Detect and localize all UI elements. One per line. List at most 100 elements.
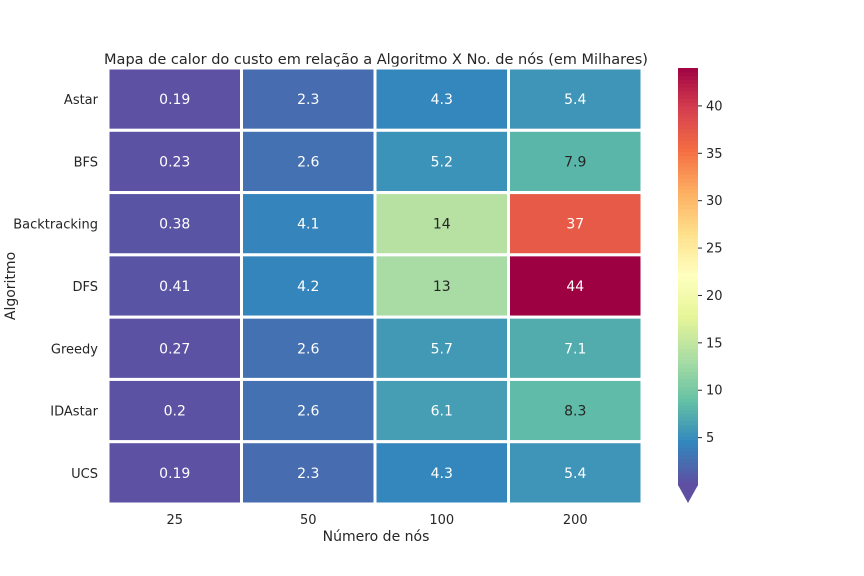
heatmap-cell xyxy=(507,315,644,381)
colorbar-segment xyxy=(678,299,698,304)
colorbar-segment xyxy=(678,189,698,194)
cell-value-label: 0.38 xyxy=(159,217,190,233)
colorbar-segment xyxy=(678,394,698,399)
heatmap-cell xyxy=(240,191,377,257)
x-tick-label: 200 xyxy=(563,513,588,528)
colorbar-segment xyxy=(678,204,698,209)
colorbar-extend-arrow xyxy=(678,485,698,503)
colorbar-segment xyxy=(678,356,698,361)
colorbar-segment xyxy=(678,238,698,243)
colorbar-segment xyxy=(678,466,698,471)
colorbar-segment xyxy=(678,344,698,350)
colorbar-segment xyxy=(678,147,698,152)
colorbar-segment xyxy=(678,303,698,308)
colorbar-segment xyxy=(678,75,698,80)
colorbar-segment xyxy=(678,318,698,323)
colorbar-segment xyxy=(678,439,698,444)
heatmap-cell xyxy=(106,315,243,381)
cell-value-label: 7.1 xyxy=(564,341,586,357)
colorbar: 5 10 15 20 25 30 35 40 xyxy=(678,68,723,503)
cell-value-label: 6.1 xyxy=(431,404,453,420)
heatmap-cell xyxy=(507,66,644,132)
colorbar-segment xyxy=(678,113,698,118)
colorbar-segment xyxy=(678,348,698,353)
cell-value-label: 5.7 xyxy=(431,341,453,357)
heatmap-cells: 0.19 2.3 4.3 5.4 0.23 2.6 5.2 7.9 0.38 4.1 14 37 0.4… xyxy=(106,66,644,506)
colorbar-segment xyxy=(678,174,698,179)
colorbar-segment xyxy=(678,462,698,467)
colorbar-segment xyxy=(678,310,698,316)
colorbar-segment xyxy=(678,367,698,372)
colorbar-segment xyxy=(678,390,698,395)
colorbar-segment xyxy=(678,193,698,198)
x-tick-label: 50 xyxy=(300,513,317,528)
heatmap-cell xyxy=(106,66,243,132)
colorbar-segment xyxy=(678,98,698,103)
colorbar-segment xyxy=(678,155,698,160)
colorbar-segment xyxy=(678,268,698,274)
cell-value-label: 2.3 xyxy=(297,92,319,108)
colorbar-segment xyxy=(678,143,698,149)
colorbar-segment xyxy=(678,443,698,448)
colorbar-segment xyxy=(678,321,698,327)
colorbar-segment xyxy=(678,208,698,213)
cell-value-label: 44 xyxy=(566,279,584,295)
heatmap-cell xyxy=(240,253,377,319)
colorbar-segment xyxy=(678,181,698,187)
colorbar-tick-label: 25 xyxy=(706,242,723,257)
colorbar-segment xyxy=(678,140,698,145)
colorbar-segment xyxy=(678,431,698,437)
colorbar-tick-label: 15 xyxy=(706,336,723,351)
colorbar-segment xyxy=(678,249,698,255)
heatmap-cell xyxy=(106,440,243,506)
cell-value-label: 0.2 xyxy=(164,404,186,420)
colorbar-segment xyxy=(678,280,698,285)
colorbar-segment xyxy=(678,94,698,99)
colorbar-segment xyxy=(678,128,698,134)
cell-value-label: 4.3 xyxy=(431,466,453,482)
cell-value-label: 14 xyxy=(433,217,451,233)
heatmap-cell xyxy=(507,253,644,319)
colorbar-tick-label: 20 xyxy=(706,289,723,304)
cell-value-label: 4.1 xyxy=(297,217,319,233)
x-tick-label: 100 xyxy=(429,513,454,528)
y-axis-label: Algoritmo xyxy=(3,252,19,320)
colorbar-tick-label: 35 xyxy=(706,147,723,162)
heatmap-cell xyxy=(507,440,644,506)
colorbar-segment xyxy=(678,105,698,111)
colorbar-tick-label: 30 xyxy=(706,194,723,209)
colorbar-segment xyxy=(678,246,698,251)
colorbar-segment xyxy=(678,261,698,266)
colorbar-segment xyxy=(678,447,698,452)
colorbar-segment xyxy=(678,234,698,240)
colorbar-segment xyxy=(678,162,698,168)
colorbar-segment xyxy=(678,329,698,334)
heatmap-cell xyxy=(507,377,644,444)
colorbar-segment xyxy=(678,337,698,342)
cell-value-label: 0.19 xyxy=(159,466,190,482)
heatmap-cell xyxy=(507,128,644,195)
x-tick-label: 25 xyxy=(166,513,183,528)
x-tick-labels: 25 50 100 200 xyxy=(166,513,587,528)
y-tick-label: DFS xyxy=(72,280,98,295)
colorbar-segment xyxy=(678,382,698,388)
colorbar-segment xyxy=(678,284,698,289)
colorbar-segment xyxy=(678,416,698,422)
colorbar-segment xyxy=(678,68,698,73)
heatmap-cell xyxy=(240,128,377,195)
colorbar-segment xyxy=(678,371,698,376)
colorbar-segment xyxy=(678,458,698,463)
colorbar-segment xyxy=(678,90,698,96)
colorbar-segment xyxy=(678,477,698,482)
y-tick-label: UCS xyxy=(71,467,98,482)
colorbar-segment xyxy=(678,291,698,297)
colorbar-segment xyxy=(678,223,698,228)
colorbar-segment xyxy=(678,117,698,122)
heatmap-cell xyxy=(106,377,243,444)
colorbar-segment xyxy=(678,352,698,357)
y-tick-label: Backtracking xyxy=(13,218,98,233)
colorbar-segment xyxy=(678,428,698,433)
cell-value-label: 0.41 xyxy=(159,279,190,295)
x-axis-label: Número de nós xyxy=(323,529,430,545)
cell-value-label: 2.6 xyxy=(297,404,319,420)
